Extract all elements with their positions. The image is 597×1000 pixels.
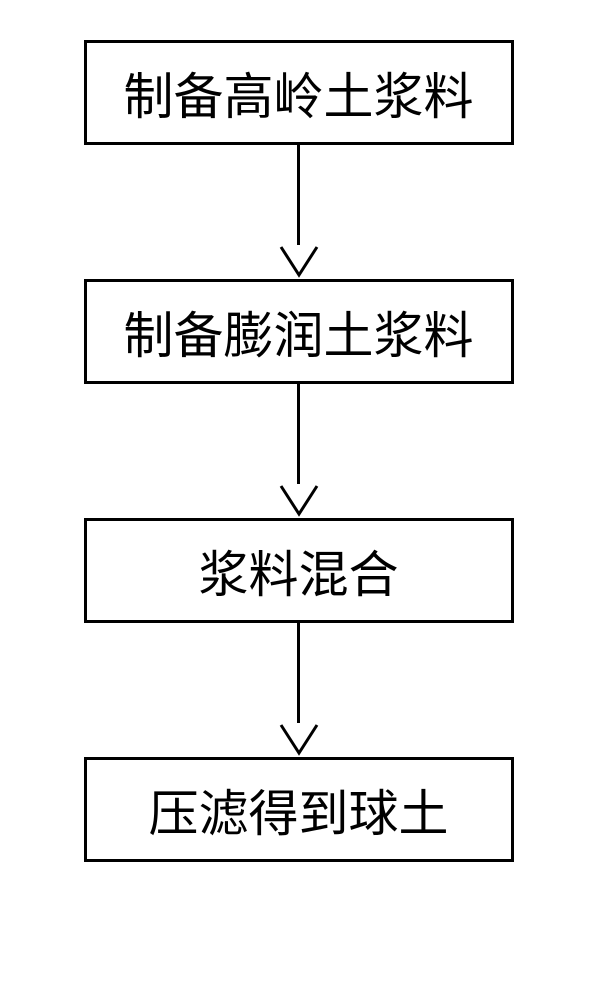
arrow-line [297, 384, 300, 484]
arrow-3-to-4 [279, 623, 319, 757]
flowchart-step-3: 浆料混合 [84, 518, 514, 623]
step-1-label: 制备高岭土浆料 [124, 57, 474, 129]
arrow-head-icon [279, 723, 319, 757]
flowchart-step-2: 制备膨润土浆料 [84, 279, 514, 384]
step-4-label: 压滤得到球土 [149, 774, 449, 846]
arrow-head-icon [279, 245, 319, 279]
flowchart-step-1: 制备高岭土浆料 [84, 40, 514, 145]
flowchart-step-4: 压滤得到球土 [84, 757, 514, 862]
arrow-1-to-2 [279, 145, 319, 279]
arrow-line [297, 145, 300, 245]
arrow-2-to-3 [279, 384, 319, 518]
step-2-label: 制备膨润土浆料 [124, 296, 474, 368]
step-3-label: 浆料混合 [199, 535, 399, 607]
arrow-head-icon [279, 484, 319, 518]
arrow-line [297, 623, 300, 723]
